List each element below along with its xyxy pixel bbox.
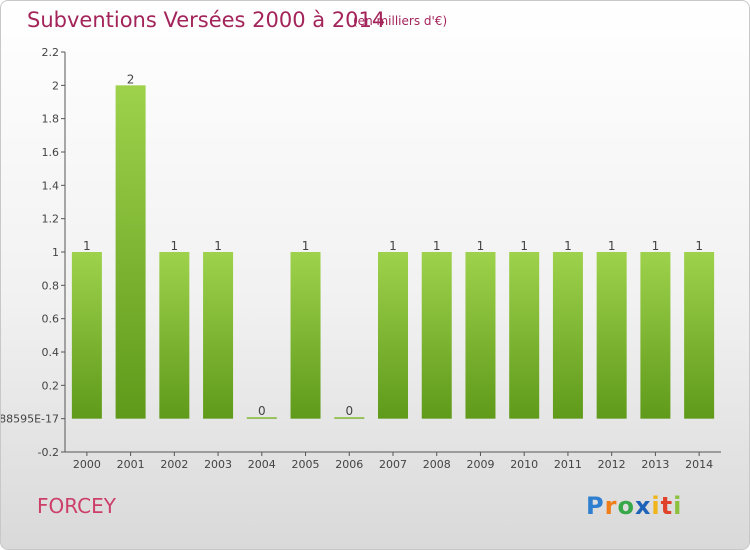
x-tick-label-2014: 2014: [685, 458, 713, 471]
bar-2005: [290, 252, 321, 419]
x-tick-label-2009: 2009: [466, 458, 494, 471]
data-label-2012: 1: [608, 239, 616, 253]
y-tick-label: 0.6: [42, 313, 60, 326]
y-tick-label: 2.2: [42, 46, 60, 59]
y-tick-label: 2: [52, 79, 59, 92]
bar-2012: [596, 252, 627, 419]
unit-note: (en milliers d'€): [353, 14, 448, 28]
bar-2009: [465, 252, 496, 419]
x-tick-label-2000: 2000: [73, 458, 101, 471]
bar-2002: [159, 252, 190, 419]
x-tick-label-2008: 2008: [423, 458, 451, 471]
data-label-2004: 0: [258, 404, 266, 418]
bar-2013: [640, 252, 671, 419]
data-label-2009: 1: [477, 239, 485, 253]
data-label-2011: 1: [564, 239, 572, 253]
bar-2001: [115, 85, 146, 419]
x-tick-label-2006: 2006: [335, 458, 363, 471]
y-tick-label: 1.4: [42, 179, 60, 192]
y-tick-label: -1.5265566588595E-17: [1, 413, 59, 426]
x-tick-label-2002: 2002: [160, 458, 188, 471]
bar-2008: [421, 252, 452, 419]
y-tick-label: 1.2: [42, 213, 60, 226]
data-label-2014: 1: [695, 239, 703, 253]
data-label-2000: 1: [83, 239, 91, 253]
x-tick-label-2003: 2003: [204, 458, 232, 471]
data-label-2002: 1: [171, 239, 179, 253]
data-label-2010: 1: [520, 239, 528, 253]
proxiti-logo: Proxiti: [586, 492, 683, 520]
commune-name: FORCEY: [37, 494, 116, 518]
y-tick-label: 0.4: [42, 346, 60, 359]
data-label-2001: 2: [127, 72, 135, 86]
x-tick-label-2001: 2001: [117, 458, 145, 471]
x-tick-label-2011: 2011: [554, 458, 582, 471]
y-tick-label: -0.2: [38, 446, 59, 459]
y-tick-label: 1.6: [42, 146, 60, 159]
bar-2006: [334, 417, 365, 419]
y-tick-label: 1.8: [42, 113, 60, 126]
bar-2010: [509, 252, 540, 419]
y-tick-label: 1: [52, 246, 59, 259]
x-tick-label-2013: 2013: [641, 458, 669, 471]
x-tick-label-2007: 2007: [379, 458, 407, 471]
x-tick-label-2005: 2005: [292, 458, 320, 471]
bar-2011: [552, 252, 583, 419]
bar-2014: [684, 252, 715, 419]
y-tick-label: 0.8: [42, 279, 60, 292]
data-label-2008: 1: [433, 239, 441, 253]
bar-2003: [203, 252, 234, 419]
data-label-2005: 1: [302, 239, 310, 253]
x-tick-label-2012: 2012: [598, 458, 626, 471]
x-tick-label-2004: 2004: [248, 458, 276, 471]
data-label-2007: 1: [389, 239, 397, 253]
data-label-2013: 1: [652, 239, 660, 253]
bar-2007: [378, 252, 408, 419]
y-tick-label: 0.2: [42, 379, 60, 392]
bar-2004: [246, 417, 277, 419]
bar-2000: [71, 252, 102, 419]
data-label-2006: 0: [345, 404, 353, 418]
data-label-2003: 1: [214, 239, 222, 253]
x-tick-label-2010: 2010: [510, 458, 538, 471]
chart-title: Subventions Versées 2000 à 2014: [27, 8, 386, 32]
